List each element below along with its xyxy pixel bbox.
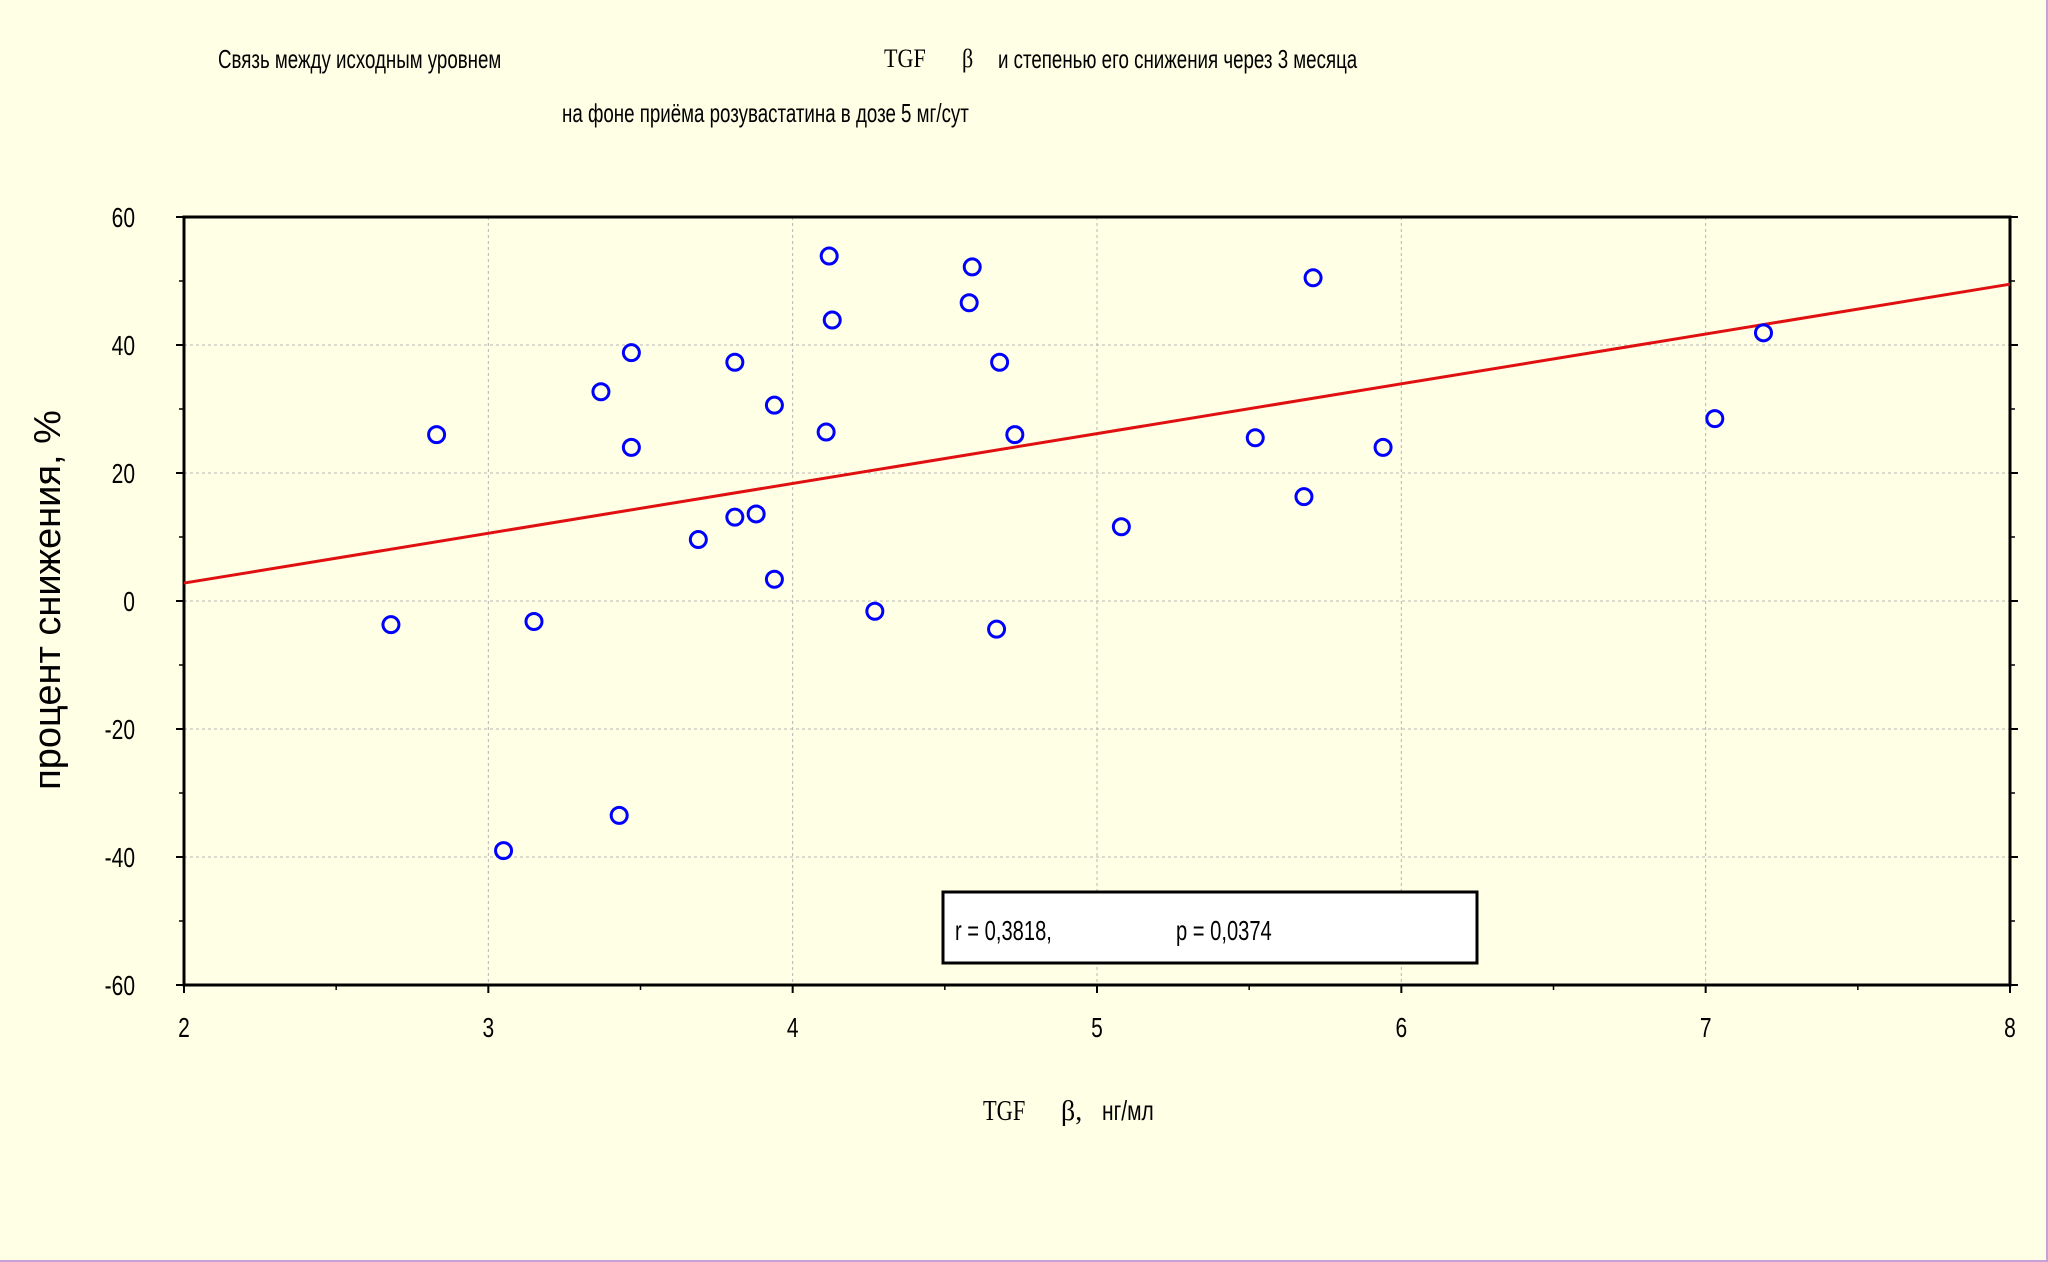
ticks-layer: 2 3 4 5 6 7 8 60 40 20 0 -20 -40 -60 [105, 203, 2018, 1044]
stats-r-value: r = 0,3818, [955, 916, 1052, 947]
data-point [1294, 487, 1314, 507]
data-point [764, 569, 784, 589]
x-axis-label-tgf: TGF [983, 1096, 1025, 1127]
data-point [524, 611, 544, 631]
data-point [381, 615, 401, 635]
x-axis-label-beta: β, [1061, 1096, 1082, 1127]
data-point [621, 437, 641, 457]
x-tick-label: 5 [1091, 1013, 1103, 1044]
data-point [1705, 409, 1725, 429]
data-point [427, 425, 447, 445]
chart-title-part4: и степенью его снижения через 3 месяца [998, 44, 1358, 74]
x-tick-label: 4 [787, 1013, 799, 1044]
data-point [494, 841, 514, 861]
chart-title-line2: на фоне приёма розувастатина в дозе 5 мг… [562, 98, 969, 128]
data-point [688, 530, 708, 550]
data-point [1373, 437, 1393, 457]
y-tick-label: 40 [112, 331, 135, 362]
data-point [865, 601, 885, 621]
y-axis-label: процент снижения, % [27, 410, 69, 790]
data-point [1111, 517, 1131, 537]
x-tick-label: 3 [482, 1013, 494, 1044]
y-tick-label: -60 [105, 971, 135, 1002]
data-point [822, 310, 842, 330]
x-tick-label: 6 [1395, 1013, 1407, 1044]
data-point [990, 352, 1010, 372]
y-tick-label: 60 [112, 203, 135, 234]
regression-line [183, 282, 2011, 585]
data-point [621, 343, 641, 363]
data-point [819, 246, 839, 266]
data-point [1753, 323, 1773, 343]
regression-layer [183, 282, 2011, 585]
data-point [962, 257, 982, 277]
x-axis-label-unit: нг/мл [1102, 1096, 1154, 1127]
data-point [609, 805, 629, 825]
x-tick-label: 2 [178, 1013, 190, 1044]
points-layer [381, 246, 1773, 861]
y-tick-label: -20 [105, 715, 135, 746]
data-point [1005, 425, 1025, 445]
data-point [987, 619, 1007, 639]
x-tick-label: 8 [2004, 1013, 2016, 1044]
y-tick-label: 20 [112, 459, 135, 490]
y-tick-label: -40 [105, 843, 135, 874]
data-point [816, 422, 836, 442]
data-point [959, 293, 979, 313]
data-point [1245, 428, 1265, 448]
data-point [725, 507, 745, 527]
chart-title-tgf: TGF [884, 44, 926, 73]
stats-p-value: p = 0,0374 [1176, 916, 1272, 947]
y-tick-label: 0 [123, 587, 135, 618]
stats-box [941, 890, 1479, 965]
grid-layer [184, 217, 2010, 985]
data-point [591, 382, 611, 402]
data-point [1303, 268, 1323, 288]
chart-title-beta: β [962, 44, 974, 73]
chart-title-part1: Связь между исходным уровнем [218, 44, 502, 74]
data-point [746, 504, 766, 524]
x-tick-label: 7 [1700, 1013, 1712, 1044]
data-point [764, 395, 784, 415]
data-point [725, 352, 745, 372]
